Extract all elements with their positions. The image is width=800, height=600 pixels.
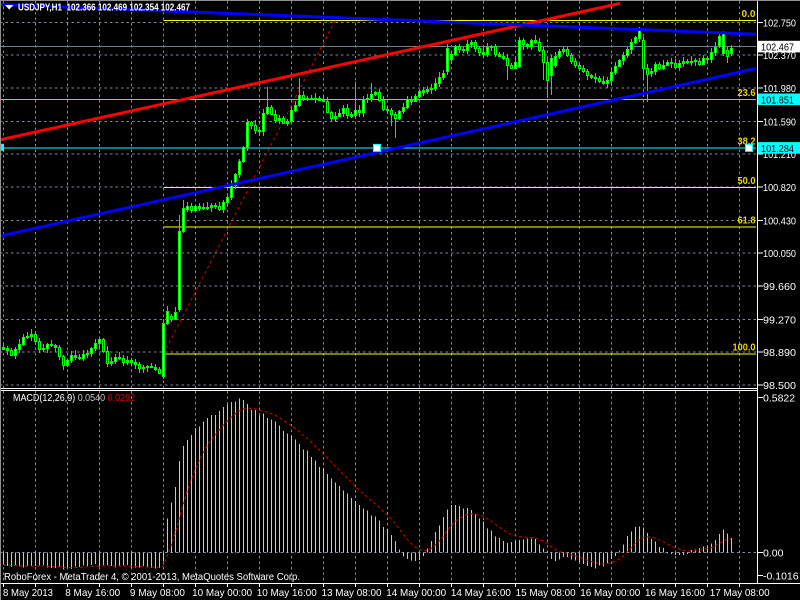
svg-text:100.430: 100.430: [763, 215, 796, 227]
svg-text:13 May 08:00: 13 May 08:00: [322, 587, 382, 599]
svg-text:0.00: 0.00: [763, 548, 784, 560]
svg-text:10 May 00:00: 10 May 00:00: [192, 587, 252, 599]
svg-text:100.0: 100.0: [733, 342, 756, 353]
svg-text:10 May 16:00: 10 May 16:00: [257, 587, 317, 599]
svg-text:16 May 16:00: 16 May 16:00: [645, 587, 705, 599]
svg-text:MACD(12,26,9) 0.0540 0.0292: MACD(12,26,9) 0.0540 0.0292: [13, 393, 135, 404]
svg-text:100.050: 100.050: [763, 248, 796, 260]
svg-text:98.890: 98.890: [763, 347, 796, 359]
svg-text:0.0: 0.0: [742, 9, 756, 20]
svg-text:98.500: 98.500: [763, 380, 796, 392]
svg-text:100.820: 100.820: [763, 182, 796, 194]
svg-text:14 May 16:00: 14 May 16:00: [451, 587, 511, 599]
svg-text:0.5822: 0.5822: [763, 392, 795, 404]
svg-text:101.980: 101.980: [763, 83, 796, 95]
svg-text:8 May 16:00: 8 May 16:00: [65, 587, 120, 599]
svg-text:61.8: 61.8: [738, 216, 756, 227]
svg-text:8 May 2013: 8 May 2013: [3, 587, 53, 599]
svg-text:101.284: 101.284: [761, 143, 794, 155]
svg-text:-0.1016: -0.1016: [763, 571, 799, 583]
svg-text:15 May 08:00: 15 May 08:00: [516, 587, 576, 599]
svg-text:102.370: 102.370: [763, 50, 796, 62]
svg-text:16 May 00:00: 16 May 00:00: [580, 587, 640, 599]
svg-text:9 May 08:00: 9 May 08:00: [130, 587, 185, 599]
svg-text:17 May 08:00: 17 May 08:00: [710, 587, 770, 599]
svg-text:14 May 00:00: 14 May 00:00: [386, 587, 446, 599]
svg-text:101.851: 101.851: [761, 94, 794, 106]
svg-text:101.590: 101.590: [763, 116, 796, 128]
svg-text:USDJPY,H1 102.366 102.469 102: USDJPY,H1 102.366 102.469 102.354 102.46…: [18, 3, 190, 14]
svg-text:RoboForex - MetaTrader 4, © 20: RoboForex - MetaTrader 4, © 2001-2013, M…: [4, 572, 300, 583]
svg-text:102.750: 102.750: [763, 18, 796, 30]
svg-text:23.6: 23.6: [738, 88, 756, 99]
svg-text:38.2: 38.2: [738, 136, 756, 147]
svg-text:50.0: 50.0: [738, 176, 756, 187]
svg-text:99.270: 99.270: [763, 314, 796, 326]
svg-text:102.467: 102.467: [761, 42, 794, 54]
svg-text:99.660: 99.660: [763, 281, 796, 293]
